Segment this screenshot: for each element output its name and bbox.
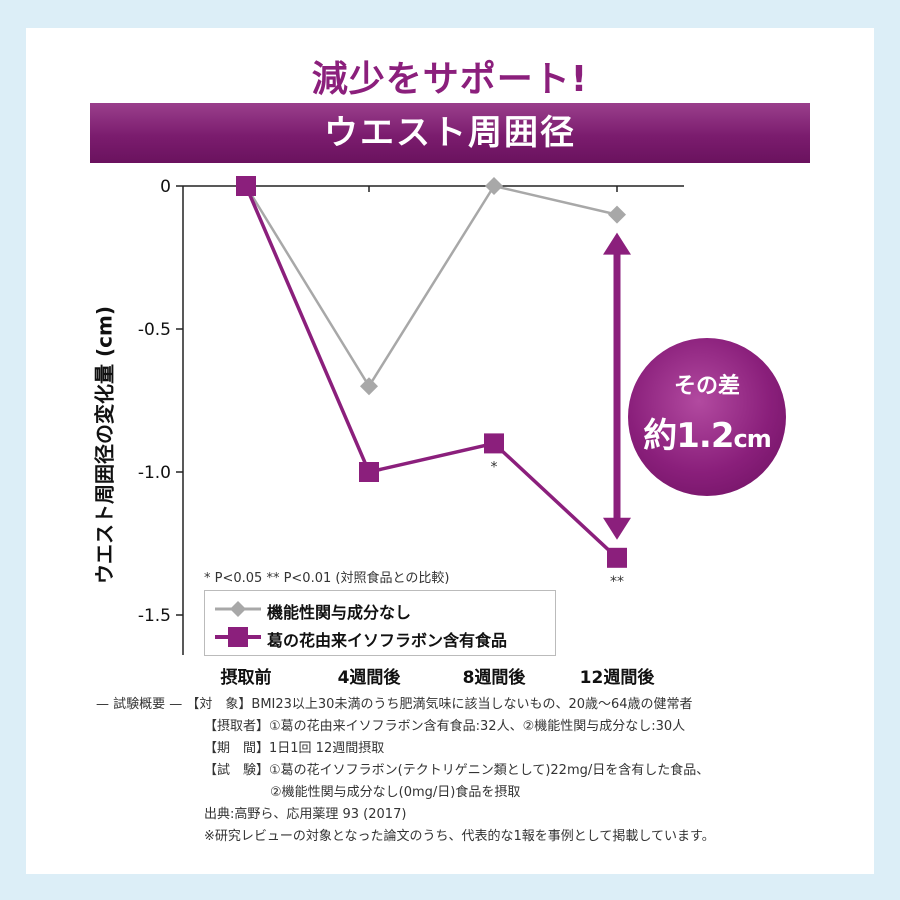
difference-arrow-head-bottom [603,517,631,540]
difference-unit: cm [733,425,772,453]
note-line: — 試験概要 — 【対 象】BMI23以上30未満のうち肥満気味に該当しないもの… [96,697,693,712]
series-line [244,184,618,389]
data-point-square [236,176,256,196]
note-line: 【期 間】1日1回 12週間摂取 [204,741,385,756]
significance-mark: * [491,459,498,475]
note-line: ※研究レビューの対象となった論文のうち、代表的な1報を事例として掲載しています。 [204,829,715,844]
difference-number: 約1.2 [643,416,734,456]
x-tick-label: 4週間後 [337,668,401,688]
y-tick-label: -1.0 [138,463,171,483]
y-tick-label: -0.5 [138,320,171,340]
significance-note: * P<0.05 ** P<0.01 (対照食品との比較) [204,571,450,586]
note-line: 出典:高野ら、応用薬理 93 (2017) [204,807,407,822]
note-line: 【摂取者】①葛の花由来イソフラボン含有食品:32人、②機能性関与成分なし:30人 [204,719,686,734]
x-tick-label: 8週間後 [462,668,526,688]
difference-value: 約1.2cm [628,408,786,457]
legend-item-control: 機能性関与成分なし [205,595,555,623]
x-tick-label: 12週間後 [579,668,655,688]
square-marker-icon [215,627,261,647]
series-line [244,185,619,560]
data-point-square [607,547,627,568]
legend-label-control: 機能性関与成分なし [267,603,412,622]
data-point-square [359,462,379,482]
difference-arrow-head-top [603,232,631,255]
y-tick-label: -1.5 [138,606,171,626]
difference-label: その差 [673,374,740,399]
difference-bubble: その差 約1.2cm [628,338,786,496]
headline: 減少をサポート! [311,59,589,100]
diamond-marker-icon [215,601,261,617]
x-tick-label: 摂取前 [220,668,272,688]
legend-label-treatment: 葛の花由来イソフラボン含有食品 [267,631,508,650]
note-line: ②機能性関与成分なし(0mg/日)食品を摂取 [270,785,521,800]
y-tick-label: 0 [160,177,171,197]
significance-mark: ** [610,574,624,590]
data-point-square [484,433,504,454]
data-point-diamond [360,377,378,396]
chart-title-banner: ウエスト周囲径 [90,103,810,163]
legend: 機能性関与成分なし 葛の花由来イソフラボン含有食品 [204,590,556,656]
note-line: 【試 験】①葛の花イソフラボン(テクトリゲニン類として)22mg/日を含有した食… [204,763,710,778]
legend-item-treatment: 葛の花由来イソフラボン含有食品 [205,623,555,651]
data-point-diamond [485,177,503,195]
data-point-diamond [608,205,626,224]
